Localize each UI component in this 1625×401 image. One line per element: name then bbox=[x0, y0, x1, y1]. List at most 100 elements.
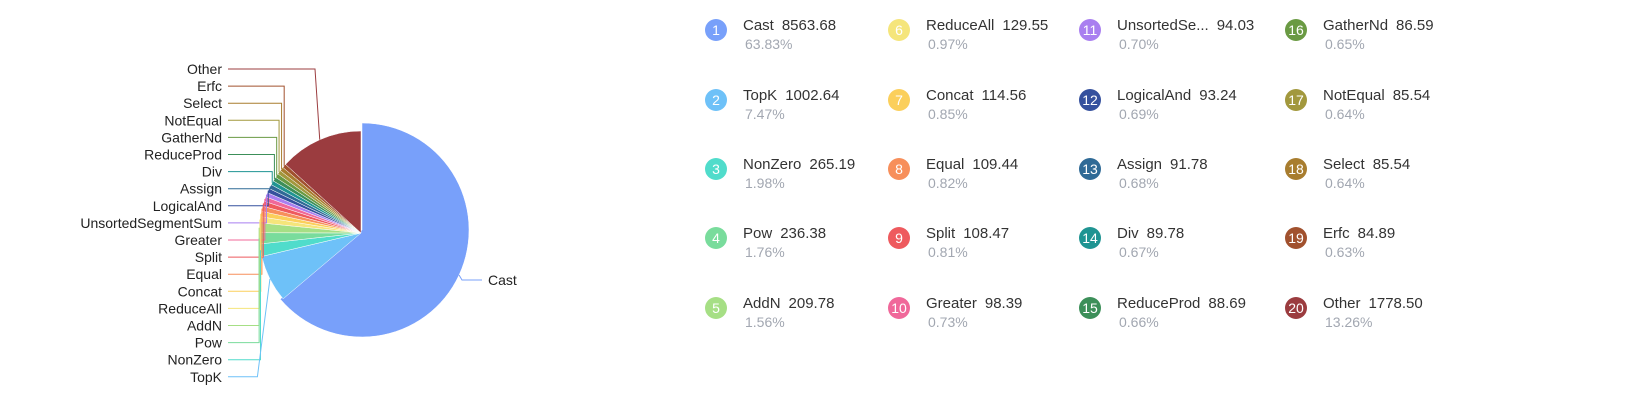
pie-slice-cast[interactable] bbox=[279, 122, 470, 338]
legend-index-badge: 17 bbox=[1285, 89, 1307, 111]
legend-value: 209.78 bbox=[788, 295, 835, 312]
legend-index-badge: 15 bbox=[1079, 297, 1101, 319]
legend-title-row: GatherNd 86.59 bbox=[1323, 17, 1434, 34]
callout-label-addn: AddN bbox=[187, 318, 222, 334]
legend-name: Cast bbox=[743, 17, 774, 34]
legend-title-row: AddN 209.78 bbox=[743, 295, 834, 312]
legend-name: GatherNd bbox=[1323, 17, 1389, 34]
legend-name: Pow bbox=[743, 225, 773, 242]
legend-title-row: Erfc 84.89 bbox=[1323, 225, 1395, 242]
callout-line-concat bbox=[228, 213, 262, 292]
callout-line-other bbox=[228, 68, 321, 140]
legend-title-row: UnsortedSe... 94.03 bbox=[1117, 17, 1254, 34]
callout-line-pow bbox=[228, 238, 260, 344]
callout-line-reduceprod bbox=[228, 154, 275, 180]
callout-label-greater: Greater bbox=[175, 232, 223, 248]
callout-line-nonzero bbox=[228, 250, 261, 361]
legend-name: ReduceAll bbox=[926, 17, 995, 34]
pie-slice-other[interactable] bbox=[285, 130, 362, 234]
callout-label-concat: Concat bbox=[178, 283, 222, 299]
legend-percent: 0.68% bbox=[1119, 175, 1159, 191]
legend-percent: 1.76% bbox=[745, 244, 785, 260]
callout-label-equal: Equal bbox=[186, 266, 222, 282]
callout-label-topk: TopK bbox=[190, 369, 223, 385]
legend-name: AddN bbox=[743, 295, 781, 312]
legend-name: TopK bbox=[743, 87, 778, 104]
legend-index-badge: 2 bbox=[705, 89, 727, 111]
legend-name: Equal bbox=[926, 156, 965, 173]
legend-name: NonZero bbox=[743, 156, 802, 173]
callout-label-cast: Cast bbox=[488, 272, 517, 288]
callout-label-unsortedsegmentsum: UnsortedSegmentSum bbox=[80, 215, 222, 231]
legend: 1 Cast 8563.68 63.83% 2 TopK 1002.64 7.47% 3 NonZ… bbox=[700, 0, 1600, 401]
legend-index-badge: 11 bbox=[1079, 19, 1101, 41]
callout-label-nonzero: NonZero bbox=[168, 352, 223, 368]
callout-label-reduceprod: ReduceProd bbox=[144, 147, 222, 163]
legend-index-badge: 16 bbox=[1285, 19, 1307, 41]
legend-title-row: Split 108.47 bbox=[926, 225, 1009, 242]
callout-line-div bbox=[228, 171, 273, 183]
legend-title-row: NonZero 265.19 bbox=[743, 156, 855, 173]
legend-percent: 1.98% bbox=[745, 175, 785, 191]
legend-percent: 7.47% bbox=[745, 106, 785, 122]
legend-index-badge: 14 bbox=[1079, 227, 1101, 249]
legend-name: Other bbox=[1323, 295, 1361, 312]
legend-title-row: NotEqual 85.54 bbox=[1323, 87, 1430, 104]
legend-value: 108.47 bbox=[963, 225, 1010, 242]
legend-value: 109.44 bbox=[972, 156, 1019, 173]
legend-index-badge: 3 bbox=[705, 158, 727, 180]
callout-label-other: Other bbox=[187, 61, 222, 77]
legend-title-row: TopK 1002.64 bbox=[743, 87, 839, 104]
legend-value: 93.24 bbox=[1199, 87, 1237, 104]
callout-line-greater bbox=[228, 198, 266, 241]
callout-label-erfc: Erfc bbox=[197, 78, 222, 94]
legend-name: Split bbox=[926, 225, 956, 242]
legend-name: Concat bbox=[926, 87, 974, 104]
legend-value: 86.59 bbox=[1396, 17, 1434, 34]
callout-line-assign bbox=[228, 186, 271, 190]
callout-line-equal bbox=[228, 208, 263, 275]
legend-percent: 1.56% bbox=[745, 314, 785, 330]
legend-value: 85.54 bbox=[1372, 156, 1411, 173]
legend-name: Assign bbox=[1117, 156, 1163, 173]
legend-index-badge: 4 bbox=[705, 227, 727, 249]
legend-name: NotEqual bbox=[1323, 87, 1385, 104]
callout-label-reduceall: ReduceAll bbox=[158, 300, 222, 316]
callout-line-notequal bbox=[228, 119, 280, 173]
legend-title-row: Pow 236.38 bbox=[743, 225, 826, 242]
legend-value: 94.03 bbox=[1216, 17, 1255, 34]
legend-percent: 0.70% bbox=[1119, 36, 1159, 52]
legend-value: 129.55 bbox=[1002, 17, 1049, 34]
legend-title-row: LogicalAnd 93.24 bbox=[1117, 87, 1237, 104]
pie-chart: Other Erfc Select NotEqual GatherNd ReducePro… bbox=[0, 0, 700, 401]
legend-index-badge: 9 bbox=[888, 227, 910, 249]
legend-index-badge: 12 bbox=[1079, 89, 1101, 111]
legend-value: 8563.68 bbox=[781, 17, 837, 34]
legend-percent: 63.83% bbox=[745, 36, 793, 52]
legend-index-badge: 1 bbox=[705, 19, 727, 41]
legend-value: 85.54 bbox=[1392, 87, 1431, 104]
callout-line-addn bbox=[228, 227, 260, 326]
callout-label-pow: Pow bbox=[195, 335, 223, 351]
legend-name: ReduceProd bbox=[1117, 295, 1201, 312]
callout-label-select: Select bbox=[183, 95, 222, 111]
legend-title-row: Assign 91.78 bbox=[1117, 156, 1208, 173]
legend-value: 265.19 bbox=[809, 156, 856, 173]
legend-value: 114.56 bbox=[981, 87, 1027, 104]
legend-index-badge: 20 bbox=[1285, 297, 1307, 319]
legend-percent: 0.64% bbox=[1325, 106, 1365, 122]
callout-label-div: Div bbox=[202, 164, 222, 180]
callout-line-unsortedsegmentsum bbox=[228, 194, 267, 224]
callout-label-split: Split bbox=[195, 249, 222, 265]
legend-title-row: ReduceAll 129.55 bbox=[926, 17, 1048, 34]
legend-index-badge: 10 bbox=[888, 297, 910, 319]
legend-title-row: Div 89.78 bbox=[1117, 225, 1184, 242]
legend-value: 84.89 bbox=[1357, 225, 1396, 242]
legend-percent: 0.64% bbox=[1325, 175, 1365, 191]
legend-value: 89.78 bbox=[1146, 225, 1185, 242]
legend-name: LogicalAnd bbox=[1117, 87, 1192, 104]
legend-index-badge: 13 bbox=[1079, 158, 1101, 180]
legend-index-badge: 18 bbox=[1285, 158, 1307, 180]
legend-name: Select bbox=[1323, 156, 1365, 173]
